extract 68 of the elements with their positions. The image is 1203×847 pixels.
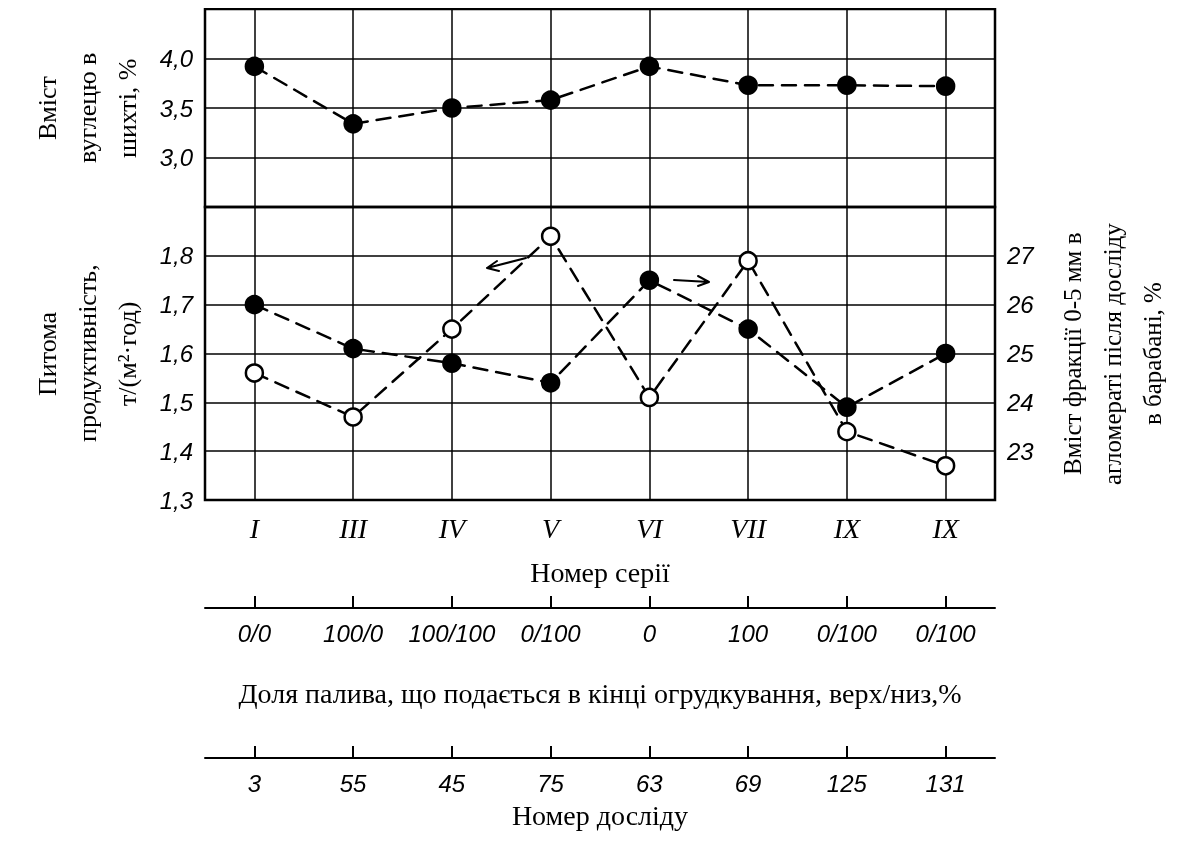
category-label: 131: [925, 770, 966, 797]
point: [540, 373, 561, 393]
x-tick-label: V: [542, 512, 563, 544]
point: [442, 98, 462, 118]
x-tick-label: I: [248, 512, 261, 544]
y-tick-label: 1,8: [159, 242, 194, 270]
category-label: 55: [339, 770, 367, 797]
category-label: 3: [247, 770, 262, 797]
point: [738, 319, 758, 339]
point: [343, 114, 363, 134]
y2-tick-label: 25: [1006, 340, 1035, 367]
y-tick-label: 3,0: [159, 144, 194, 171]
y-tick-label: 1,4: [159, 437, 193, 465]
y-axis-title: Питома продуктивність, т/(м²·год): [32, 263, 143, 445]
y2-tick-label: 23: [1006, 437, 1035, 465]
x-axis-title: Номер серії: [530, 556, 671, 588]
category-label: 100: [728, 620, 769, 647]
point: [837, 75, 857, 95]
point: [738, 250, 758, 271]
y2-tick-label: 24: [1006, 388, 1034, 416]
category-label: 69: [734, 770, 762, 797]
point: [343, 338, 363, 359]
point: [442, 353, 462, 374]
point: [343, 407, 363, 427]
category-label: 75: [537, 770, 564, 797]
x-tick-label: IV: [437, 512, 468, 544]
category-label: 0: [642, 620, 657, 647]
x-tick-label: III: [338, 512, 369, 544]
point: [244, 363, 265, 383]
y-axis-title: Вміст вуглецю в шихті, %: [32, 51, 143, 166]
point: [639, 270, 660, 290]
point: [837, 397, 857, 417]
y-tick-label: 1,3: [159, 486, 194, 514]
text: Номер досліду: [511, 800, 689, 831]
category-label: 100/0: [323, 620, 384, 647]
category-label: 125: [826, 770, 867, 797]
y2-tick-label: 27: [1006, 242, 1036, 270]
point: [935, 456, 956, 476]
text: Доля палива, що подається в кінці огрудкування, верх/низ,%: [238, 678, 962, 709]
category-label: 0/100: [915, 620, 976, 647]
category-label: 0/0: [237, 620, 272, 647]
point: [540, 90, 561, 110]
point: [442, 319, 462, 339]
x-tick-label: VII: [730, 512, 768, 544]
category-label: 63: [636, 770, 663, 797]
point: [935, 76, 956, 96]
y2-tick-label: 26: [1006, 291, 1035, 319]
point: [837, 421, 857, 442]
category-label: 45: [438, 770, 466, 797]
x-tick-label: IX: [832, 512, 861, 544]
point: [738, 75, 758, 95]
y-tick-label: 1,5: [159, 388, 194, 416]
point: [540, 226, 561, 247]
category-label: 0/100: [520, 620, 581, 647]
point: [639, 387, 660, 408]
point: [244, 294, 265, 315]
y2-axis-title: Вміст фракції 0-5 мм в агломераті після досліду в барабані, %: [1058, 222, 1167, 485]
category-label: 0/100: [816, 620, 877, 647]
y-tick-label: 1,6: [159, 340, 194, 367]
point: [935, 343, 956, 364]
x-tick-label: IX: [931, 512, 960, 544]
y-tick-label: 4,0: [159, 45, 194, 72]
point: [244, 56, 265, 77]
y-tick-label: 3,5: [159, 94, 194, 122]
y-tick-label: 1,7: [159, 291, 195, 319]
category-label: 100/100: [408, 620, 496, 647]
point: [639, 56, 660, 77]
x-tick-label: VI: [636, 512, 665, 544]
